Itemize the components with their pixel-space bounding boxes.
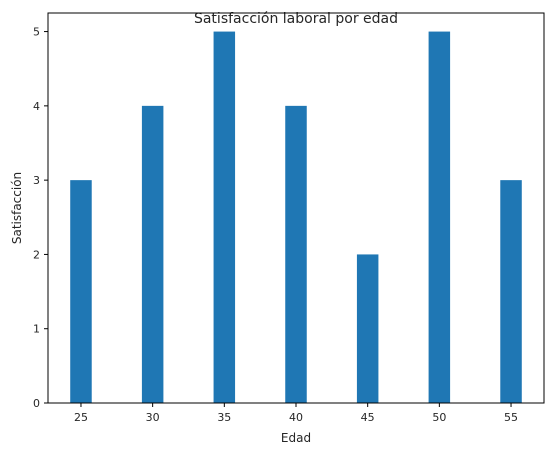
y-axis-ticks: 0 1 2 3 4 5 [33, 26, 48, 410]
y-tick-label: 5 [33, 26, 40, 39]
x-axis-ticks: 25 30 35 40 45 50 55 [74, 403, 518, 424]
x-tick-label: 30 [146, 411, 160, 424]
y-tick-label: 4 [33, 100, 40, 113]
y-tick-label: 2 [33, 248, 40, 261]
x-tick-label: 40 [289, 411, 303, 424]
bar-45 [356, 254, 379, 403]
x-tick-label: 50 [432, 411, 446, 424]
bar-35 [213, 31, 236, 403]
x-tick-label: 35 [217, 411, 231, 424]
x-tick-label: 55 [504, 411, 518, 424]
y-tick-label: 0 [33, 397, 40, 410]
bar-50 [428, 31, 451, 403]
bar-40 [285, 105, 307, 404]
bar-30 [141, 105, 164, 404]
y-axis-label: Satisfacción [10, 172, 24, 244]
bars-group [70, 31, 522, 404]
x-tick-label: 25 [74, 411, 88, 424]
chart-title: Satisfacción laboral por edad [194, 11, 398, 27]
x-tick-label: 45 [361, 411, 375, 424]
x-axis-label: Edad [281, 431, 311, 445]
y-tick-label: 3 [33, 174, 40, 187]
bar-25 [70, 180, 92, 403]
y-tick-label: 1 [33, 323, 40, 336]
bar-55 [500, 180, 522, 403]
